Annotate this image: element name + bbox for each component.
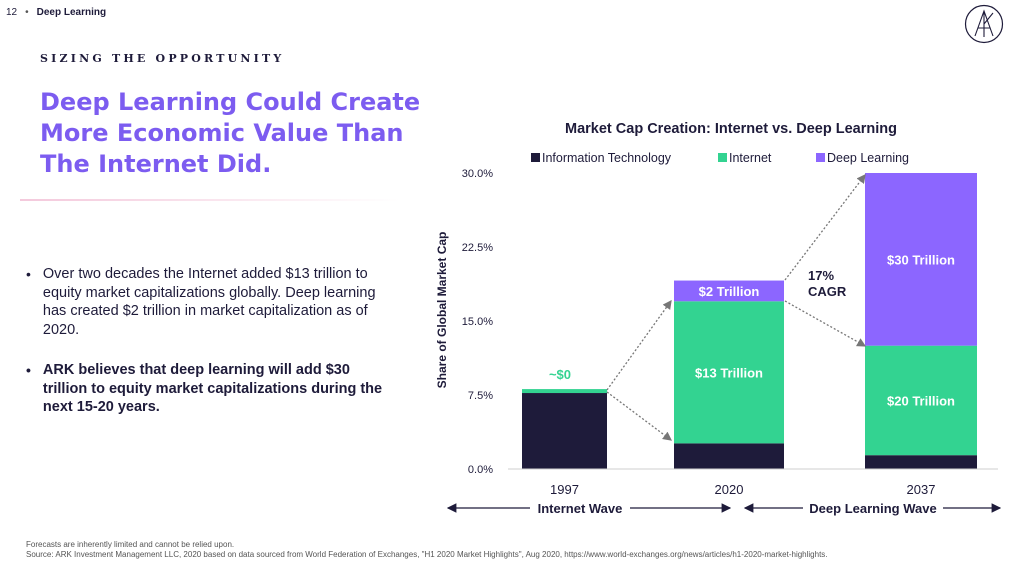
legend: Information Technology Internet Deep Lea… [531, 151, 909, 165]
arrow-2020-to-2037-bottom [784, 300, 867, 347]
legend-swatch-it [531, 153, 540, 162]
x-tick-label: 2037 [907, 482, 936, 497]
internet-wave-label: Internet Wave [538, 501, 623, 516]
bullet-item: • ARK believes that deep learning will a… [26, 361, 396, 417]
y-tick-label: 30.0% [462, 168, 493, 180]
arrow-1997-to-2020-top [606, 299, 672, 391]
legend-swatch-deep-learning [816, 153, 825, 162]
x-tick-label: 2020 [715, 482, 744, 497]
arrow-2020-to-2037-top [784, 173, 866, 281]
title-divider [20, 199, 400, 201]
bullet-list: • Over two decades the Internet added $1… [26, 265, 396, 439]
bar-segment-information-technology-2020 [674, 443, 784, 469]
bar-segment-deep-learning-2037 [865, 173, 977, 346]
legend-label-it: Information Technology [542, 151, 672, 165]
cagr-value: 17% [808, 268, 834, 283]
footer: Forecasts are inherently limited and can… [26, 540, 828, 560]
bar-value-label: $2 Trillion [699, 284, 760, 299]
bar-segment-internet-2037 [865, 345, 977, 456]
approx-zero-label: ~$0 [549, 367, 571, 382]
y-axis-label: Share of Global Market Cap [435, 232, 449, 389]
legend-label-internet: Internet [729, 151, 772, 165]
kicker: SIZING THE OPPORTUNITY [40, 52, 285, 65]
bullet-text: ARK believes that deep learning will add… [42, 362, 383, 415]
y-tick-label: 22.5% [462, 242, 493, 254]
top-bar: 12 • Deep Learning [6, 7, 106, 18]
cagr-label: CAGR [808, 284, 847, 299]
disclaimer: Forecasts are inherently limited and can… [26, 540, 235, 549]
bar-segment-internet-2020 [674, 301, 784, 444]
title-line-1: Deep Learning Could Create [40, 88, 421, 116]
arrow-1997-to-2020-bottom [606, 391, 673, 441]
title-line-2: More Economic Value Than [40, 119, 404, 147]
bar-value-label: $20 Trillion [887, 393, 955, 408]
bar-segment-information-technology-1997 [522, 393, 607, 469]
bar-segment-deep-learning-2020 [674, 280, 784, 302]
x-axis: 1997 2020 2037 [550, 482, 935, 497]
section-title: Deep Learning [36, 7, 107, 18]
title-line-3: The Internet Did. [40, 150, 272, 178]
y-axis: 0.0% 7.5% 15.0% 22.5% 30.0% [462, 168, 493, 476]
y-tick-label: 15.0% [462, 316, 493, 328]
page-title: Deep Learning Could Create More Economic… [40, 87, 420, 180]
x-tick-label: 1997 [550, 482, 579, 497]
bar-value-label: $13 Trillion [695, 365, 763, 380]
growth-arrows [606, 173, 867, 441]
bar-segment-information-technology-2037 [865, 455, 977, 469]
bullet-item: • Over two decades the Internet added $1… [26, 265, 396, 339]
page-number: 12 [6, 7, 18, 18]
legend-label-deep-learning: Deep Learning [827, 151, 909, 165]
deep-learning-wave-label: Deep Learning Wave [809, 501, 936, 516]
y-tick-label: 0.0% [468, 464, 493, 476]
separator: • [25, 7, 29, 18]
bar-segment-internet-1997 [522, 389, 607, 394]
source-note: Source: ARK Investment Management LLC, 2… [26, 550, 828, 559]
legend-swatch-internet [718, 153, 727, 162]
bars: $13 Trillion $2 Trillion $20 Trillion $30 T… [522, 173, 977, 469]
bullet-text: Over two decades the Internet added $13 … [42, 266, 376, 338]
y-tick-label: 7.5% [468, 390, 493, 402]
wave-indicators: Internet Wave Deep Learning Wave [446, 501, 1002, 516]
chart-title: Market Cap Creation: Internet vs. Deep L… [565, 121, 897, 137]
bar-value-label: $30 Trillion [887, 252, 955, 267]
ark-logo-icon [964, 4, 1004, 44]
